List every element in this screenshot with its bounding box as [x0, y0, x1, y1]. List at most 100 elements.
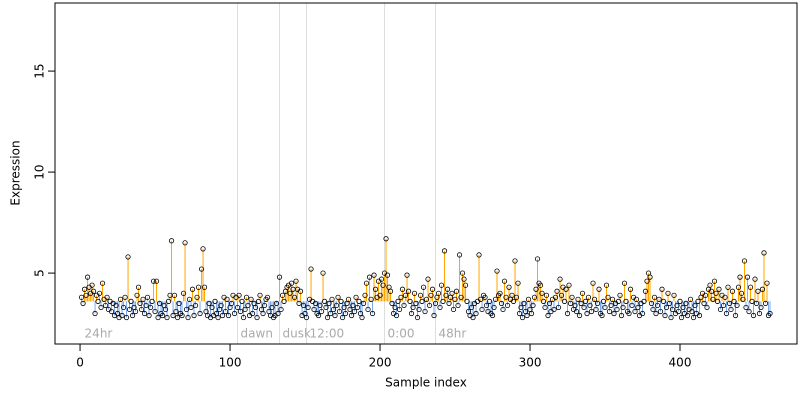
- point: [183, 306, 190, 313]
- point: [453, 288, 460, 294]
- point: [104, 294, 110, 300]
- point: [176, 300, 182, 306]
- point: [398, 294, 404, 300]
- point: [551, 306, 557, 313]
- point: [90, 288, 97, 294]
- point: [180, 290, 187, 296]
- point: [534, 256, 541, 262]
- point: [762, 300, 769, 306]
- point: [647, 274, 653, 280]
- point: [422, 308, 428, 315]
- point: [332, 312, 338, 319]
- point: [506, 284, 512, 290]
- point: [695, 298, 701, 304]
- point: [275, 310, 281, 317]
- point: [108, 308, 115, 315]
- point: [744, 274, 751, 280]
- point: [117, 296, 124, 302]
- point: [378, 276, 385, 282]
- point: [395, 298, 401, 304]
- point: [491, 304, 497, 311]
- point: [125, 254, 131, 260]
- point: [518, 304, 524, 311]
- point: [533, 286, 539, 292]
- point: [714, 298, 721, 304]
- point: [579, 290, 586, 296]
- point: [452, 296, 458, 302]
- point: [591, 296, 598, 302]
- point: [575, 296, 581, 302]
- point: [408, 310, 415, 317]
- point: [92, 310, 98, 317]
- point: [731, 298, 737, 304]
- point: [236, 292, 242, 298]
- point: [444, 286, 451, 292]
- point: [588, 308, 595, 315]
- point: [735, 284, 742, 290]
- point: [519, 314, 526, 321]
- point: [354, 304, 361, 311]
- point: [428, 292, 434, 298]
- y-tick-label: 10: [33, 164, 47, 179]
- point: [371, 272, 377, 278]
- point: [585, 294, 592, 300]
- point: [99, 280, 106, 286]
- point: [429, 286, 436, 292]
- point: [401, 302, 407, 309]
- point: [329, 296, 335, 302]
- x-tick-label: 300: [519, 356, 542, 370]
- point: [441, 248, 448, 254]
- annotation: dusk: [283, 327, 311, 341]
- point: [164, 314, 170, 321]
- point: [143, 302, 149, 309]
- annotation: 24hr: [85, 327, 113, 341]
- point: [296, 300, 302, 306]
- point: [186, 296, 193, 302]
- point: [684, 312, 691, 319]
- point: [677, 298, 683, 304]
- point: [492, 296, 499, 302]
- point: [396, 306, 403, 313]
- point: [372, 286, 379, 292]
- point: [98, 304, 104, 311]
- point: [696, 312, 703, 319]
- point: [264, 294, 271, 300]
- point: [590, 280, 596, 286]
- point: [248, 296, 254, 302]
- point: [608, 302, 614, 309]
- point: [162, 306, 169, 313]
- point: [380, 282, 386, 288]
- point: [377, 292, 383, 298]
- point: [438, 282, 445, 288]
- point: [140, 296, 146, 302]
- point: [683, 300, 689, 306]
- point: [734, 302, 740, 309]
- point: [614, 306, 620, 313]
- point: [729, 288, 736, 294]
- point: [587, 302, 593, 309]
- point: [252, 304, 259, 311]
- point: [95, 298, 101, 304]
- point: [146, 312, 152, 319]
- point: [288, 280, 295, 286]
- point: [512, 258, 518, 264]
- point: [603, 282, 610, 288]
- point: [356, 298, 362, 304]
- point: [402, 292, 409, 298]
- point: [369, 310, 376, 317]
- point: [359, 314, 365, 321]
- point: [563, 286, 569, 292]
- point: [582, 298, 589, 304]
- point: [620, 304, 626, 311]
- point: [650, 306, 656, 313]
- point: [450, 306, 457, 313]
- point: [725, 284, 731, 290]
- point: [387, 288, 394, 294]
- point: [317, 302, 323, 309]
- point: [147, 304, 154, 311]
- point: [678, 314, 685, 321]
- point: [413, 300, 419, 306]
- point: [170, 312, 176, 319]
- y-tick-label: 5: [33, 269, 47, 277]
